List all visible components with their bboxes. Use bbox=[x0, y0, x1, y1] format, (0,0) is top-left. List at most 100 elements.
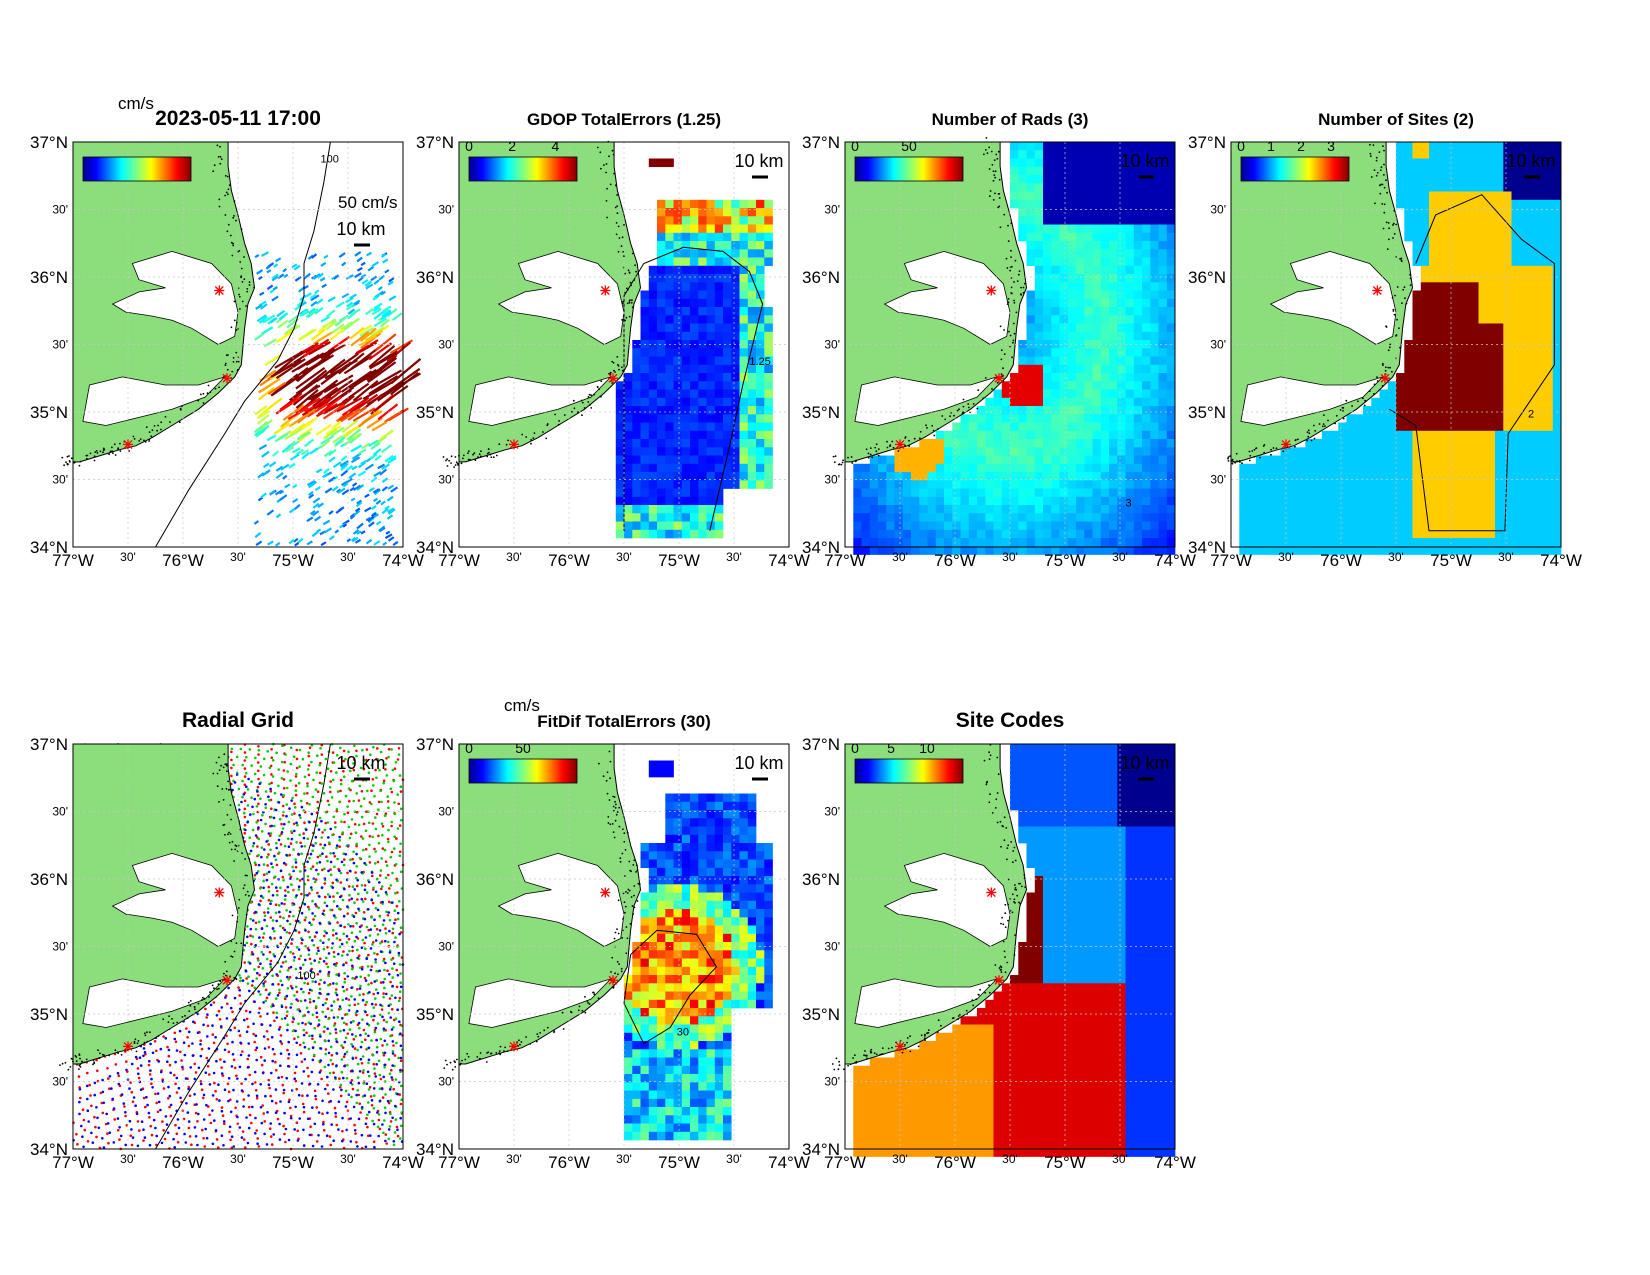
sound-water bbox=[883, 852, 1011, 947]
sound-water bbox=[468, 978, 612, 1028]
panel-title: Number of Sites (2) bbox=[1318, 110, 1474, 129]
lon-tick-label: 30' bbox=[1002, 550, 1018, 564]
contour-label: 100 bbox=[297, 970, 315, 982]
coast-detail bbox=[832, 137, 1026, 466]
site-marker bbox=[214, 887, 225, 898]
lon-tick-label: 77°W bbox=[52, 1153, 94, 1172]
map-frame bbox=[458, 743, 790, 1150]
lon-tick-label: 75°W bbox=[1430, 551, 1472, 570]
lat-tick-label: 37°N bbox=[30, 735, 68, 754]
site-marker bbox=[986, 285, 997, 296]
lon-tick-label: 30' bbox=[120, 1152, 136, 1166]
coast-detail bbox=[831, 743, 1027, 1071]
lon-tick-label: 30' bbox=[506, 1152, 522, 1166]
coast-detail bbox=[59, 753, 250, 1071]
lat-tick-label: 36°N bbox=[416, 870, 454, 889]
lat-tick-label: 30' bbox=[824, 1075, 840, 1089]
lat-tick-label: 35°N bbox=[1188, 403, 1226, 422]
coast-detail bbox=[442, 140, 637, 468]
map-frame bbox=[72, 141, 404, 548]
lat-tick-label: 30' bbox=[824, 805, 840, 819]
site-marker bbox=[509, 439, 519, 450]
site-marker bbox=[222, 975, 232, 986]
colorbar-tick-label: 0 bbox=[1237, 138, 1245, 154]
site-marker bbox=[608, 373, 618, 384]
colorbar-tick-label: 50 bbox=[515, 740, 531, 756]
sound-water bbox=[111, 250, 239, 345]
lat-tick-label: 30' bbox=[438, 203, 454, 217]
lat-tick-label: 35°N bbox=[30, 1005, 68, 1024]
panel-title: Number of Rads (3) bbox=[932, 110, 1089, 129]
lon-tick-label: 77°W bbox=[1210, 551, 1252, 570]
site-marker bbox=[222, 373, 232, 384]
site-marker bbox=[986, 887, 997, 898]
lon-tick-label: 30' bbox=[892, 550, 908, 564]
lat-tick-label: 34°N bbox=[30, 538, 68, 557]
vector-scale-label: 50 cm/s bbox=[338, 193, 398, 212]
scale-bar-label: 10 km bbox=[734, 151, 783, 171]
colorbar-unit-label: cm/s bbox=[504, 696, 540, 715]
sound-water bbox=[854, 376, 998, 426]
site-marker bbox=[123, 1041, 133, 1052]
lon-tick-label: 30' bbox=[1002, 1152, 1018, 1166]
lat-tick-label: 35°N bbox=[802, 403, 840, 422]
lat-tick-label: 30' bbox=[824, 338, 840, 352]
colorbar: 0 2 4 bbox=[465, 138, 578, 182]
lat-tick-label: 37°N bbox=[30, 133, 68, 152]
lon-tick-label: 30' bbox=[726, 550, 742, 564]
map-panel-vectors: 37°N 30' 36°N 30' 35°N 30' 34°N77°W 30' 76°W 30' 7… bbox=[30, 94, 424, 570]
lat-tick-label: 34°N bbox=[30, 1140, 68, 1159]
data-grid-layer bbox=[853, 142, 1176, 555]
sound-water bbox=[883, 250, 1011, 345]
lat-tick-label: 37°N bbox=[1188, 133, 1226, 152]
lon-tick-label: 74°W bbox=[768, 551, 810, 570]
site-marker bbox=[509, 1041, 519, 1052]
lon-tick-label: 30' bbox=[1112, 1152, 1128, 1166]
lat-tick-label: 36°N bbox=[30, 870, 68, 889]
map-frame bbox=[72, 743, 404, 1150]
sound-water bbox=[468, 376, 612, 426]
lon-tick-label: 76°W bbox=[548, 551, 590, 570]
lon-tick-label: 74°W bbox=[382, 1153, 424, 1172]
lon-tick-label: 76°W bbox=[162, 1153, 204, 1172]
panel-title: 2023-05-11 17:00 bbox=[155, 107, 321, 130]
sites-contour bbox=[1389, 194, 1555, 532]
lon-tick-label: 30' bbox=[616, 1152, 632, 1166]
lat-tick-label: 30' bbox=[52, 473, 68, 487]
lon-tick-label: 75°W bbox=[658, 1153, 700, 1172]
lon-tick-label: 76°W bbox=[934, 551, 976, 570]
lat-tick-label: 30' bbox=[438, 940, 454, 954]
lon-tick-label: 30' bbox=[892, 1152, 908, 1166]
lat-tick-label: 36°N bbox=[1188, 268, 1226, 287]
data-grid-layer bbox=[615, 158, 773, 539]
lon-tick-label: 30' bbox=[1112, 550, 1128, 564]
coast-detail bbox=[61, 144, 256, 467]
lon-tick-label: 30' bbox=[616, 550, 632, 564]
lat-tick-label: 30' bbox=[1210, 203, 1226, 217]
scale-bar-label: 10 km bbox=[1120, 753, 1169, 773]
contour-label: 1.25 bbox=[749, 356, 770, 368]
lon-tick-label: 77°W bbox=[824, 1153, 866, 1172]
site-marker bbox=[1372, 285, 1383, 296]
site-marker bbox=[608, 975, 618, 986]
colorbar-tick-label: 3 bbox=[1327, 138, 1335, 154]
lat-tick-label: 30' bbox=[1210, 473, 1226, 487]
lon-tick-label: 30' bbox=[506, 550, 522, 564]
lon-tick-label: 30' bbox=[120, 550, 136, 564]
panel-title: Radial Grid bbox=[182, 709, 294, 732]
lat-tick-label: 37°N bbox=[802, 133, 840, 152]
site-marker bbox=[994, 975, 1004, 986]
lat-tick-label: 34°N bbox=[416, 538, 454, 557]
site-marker bbox=[895, 1041, 905, 1052]
lat-tick-label: 35°N bbox=[416, 403, 454, 422]
lat-tick-label: 30' bbox=[52, 1075, 68, 1089]
lat-tick-label: 30' bbox=[824, 940, 840, 954]
scale-bar-label: 10 km bbox=[1506, 151, 1555, 171]
lat-tick-label: 30' bbox=[438, 805, 454, 819]
isobath-contour bbox=[155, 743, 331, 1150]
colorbar-tick-label: 10 bbox=[919, 740, 935, 756]
colorbar-tick-label: 0 bbox=[851, 138, 859, 154]
isobath-contour bbox=[155, 141, 331, 548]
lat-tick-label: 30' bbox=[824, 203, 840, 217]
